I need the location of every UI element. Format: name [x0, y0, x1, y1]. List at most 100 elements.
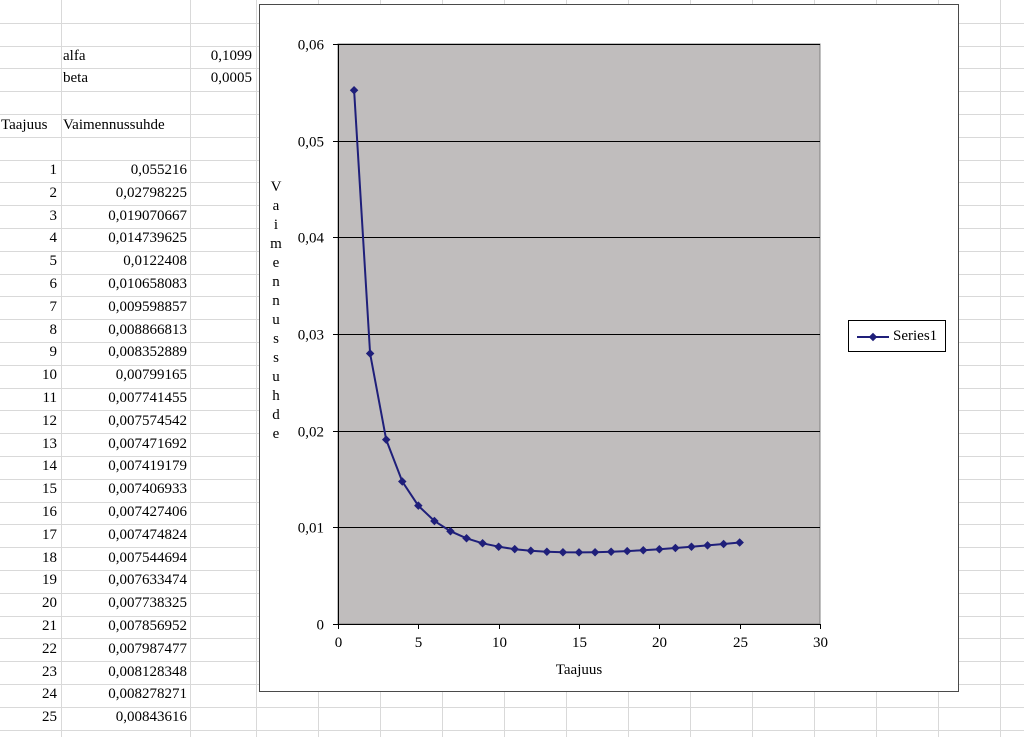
cell-taajuus[interactable]: 15	[42, 481, 57, 498]
data-point	[414, 501, 423, 510]
param-value-alfa[interactable]: 0,1099	[210, 48, 252, 64]
cell-vaimennussuhde[interactable]: 0,007427406	[108, 504, 187, 520]
cell-vaimennussuhde[interactable]: 0,00799165	[115, 367, 187, 384]
data-point	[349, 86, 359, 95]
cell-vaimennussuhde[interactable]: 0,007633474	[108, 572, 187, 589]
param-name-alfa[interactable]: alfa	[63, 48, 86, 64]
cell-vaimennussuhde[interactable]: 0,007987477	[108, 640, 187, 657]
y-tick-label: 0,03	[298, 328, 324, 344]
data-point	[446, 526, 455, 536]
data-point	[365, 349, 375, 358]
cell-vaimennussuhde[interactable]: 0,055216	[130, 162, 187, 178]
cell-taajuus[interactable]: 5	[49, 253, 58, 270]
data-point	[671, 543, 680, 553]
cell-taajuus[interactable]: 19	[42, 572, 57, 589]
cell-taajuus[interactable]: 13	[42, 435, 57, 452]
y-axis-label-letter: s	[273, 350, 279, 366]
y-axis-label-letter: i	[273, 217, 279, 233]
cell-vaimennussuhde[interactable]: 0,007471692	[108, 435, 187, 452]
data-point	[526, 546, 536, 556]
y-axis-label-letter: d	[272, 407, 280, 423]
header-taajuus[interactable]: Taajuus	[1, 117, 48, 133]
x-tick-label: 0	[335, 635, 343, 651]
data-point	[430, 516, 439, 526]
cell-vaimennussuhde[interactable]: 0,009598857	[108, 298, 187, 315]
data-point	[703, 541, 712, 550]
cell-vaimennussuhde[interactable]: 0,007856952	[108, 618, 187, 634]
data-point	[574, 548, 584, 557]
cell-vaimennussuhde[interactable]: 0,008128348	[108, 663, 187, 680]
data-point	[639, 545, 648, 555]
y-tick-label: 0,06	[298, 38, 325, 54]
header-vaimennussuhde[interactable]: Vaimennussuhde	[63, 117, 165, 133]
cell-taajuus[interactable]: 22	[42, 640, 57, 657]
cell-vaimennussuhde[interactable]: 0,008866813	[108, 321, 187, 338]
y-axis-label-letter: n	[272, 274, 280, 290]
cell-vaimennussuhde[interactable]: 0,007574542	[108, 412, 187, 429]
data-point	[606, 547, 616, 556]
y-axis-label-letter: e	[272, 426, 280, 442]
cell-vaimennussuhde[interactable]: 0,007544694	[108, 549, 187, 566]
cell-taajuus[interactable]: 12	[42, 412, 57, 429]
x-axis-label: Taajuus	[556, 662, 603, 678]
cell-taajuus[interactable]: 25	[42, 709, 57, 726]
cell-taajuus[interactable]: 21	[42, 618, 57, 634]
cell-taajuus[interactable]: 3	[49, 207, 58, 224]
cell-taajuus[interactable]: 10	[42, 367, 57, 384]
cell-taajuus[interactable]: 7	[49, 298, 58, 315]
data-point	[542, 547, 552, 557]
cell-vaimennussuhde[interactable]: 0,0122408	[123, 253, 187, 270]
cell-vaimennussuhde[interactable]: 0,008352889	[108, 344, 187, 361]
data-point	[558, 548, 568, 557]
cell-taajuus[interactable]: 23	[42, 663, 57, 680]
y-axis-label-letter: n	[272, 293, 280, 309]
cell-taajuus[interactable]: 4	[49, 230, 58, 247]
cell-vaimennussuhde[interactable]: 0,007474824	[108, 526, 187, 543]
data-point	[494, 542, 503, 551]
y-axis-label-letter: m	[270, 236, 282, 252]
cell-taajuus[interactable]: 8	[49, 321, 58, 338]
cell-taajuus[interactable]: 17	[42, 526, 57, 543]
cell-vaimennussuhde[interactable]: 0,014739625	[108, 230, 187, 247]
param-name-beta[interactable]: beta	[63, 70, 88, 86]
cell-vaimennussuhde[interactable]: 0,008278271	[108, 686, 187, 703]
cell-vaimennussuhde[interactable]: 0,007738325	[108, 595, 187, 612]
chart-legend[interactable]: Series1	[848, 320, 946, 352]
cell-taajuus[interactable]: 9	[49, 344, 58, 361]
cell-taajuus[interactable]: 16	[42, 504, 57, 520]
cell-taajuus[interactable]: 24	[42, 686, 57, 703]
cell-taajuus[interactable]: 14	[42, 458, 57, 475]
y-tick-label: 0,04	[298, 231, 325, 247]
cell-taajuus[interactable]: 6	[49, 276, 58, 292]
y-tick-label: 0,02	[298, 425, 324, 441]
cell-vaimennussuhde[interactable]: 0,019070667	[108, 207, 187, 224]
x-tick-label: 5	[415, 635, 423, 651]
param-value-beta[interactable]: 0,0005	[210, 70, 252, 86]
y-tick-label: 0	[317, 618, 325, 634]
y-tick-label: 0,05	[298, 135, 324, 151]
cell-taajuus[interactable]: 20	[42, 595, 57, 612]
y-axis-label-letter: h	[272, 388, 280, 404]
data-point	[590, 547, 600, 557]
cell-vaimennussuhde[interactable]: 0,007419179	[108, 458, 187, 475]
y-axis-label-letter: V	[270, 179, 282, 195]
cell-taajuus[interactable]: 18	[42, 549, 57, 566]
cell-taajuus[interactable]: 2	[49, 184, 58, 201]
cell-vaimennussuhde[interactable]: 0,02798225	[115, 184, 187, 201]
cell-vaimennussuhde[interactable]: 0,00843616	[115, 709, 187, 726]
cell-taajuus[interactable]: 11	[42, 390, 57, 406]
legend-series-label: Series1	[893, 328, 938, 344]
y-axis-label-letter: u	[272, 369, 280, 385]
x-tick-label: 15	[572, 635, 587, 651]
cell-vaimennussuhde[interactable]: 0,007741455	[108, 390, 187, 406]
cell-taajuus[interactable]: 1	[49, 162, 58, 178]
x-tick-label: 20	[652, 635, 667, 651]
x-tick-label: 30	[813, 635, 828, 651]
data-point	[381, 435, 391, 444]
cell-vaimennussuhde[interactable]: 0,010658083	[108, 276, 187, 292]
x-tick-label: 10	[492, 635, 507, 651]
cell-vaimennussuhde[interactable]: 0,007406933	[108, 481, 187, 498]
data-point	[735, 538, 744, 547]
